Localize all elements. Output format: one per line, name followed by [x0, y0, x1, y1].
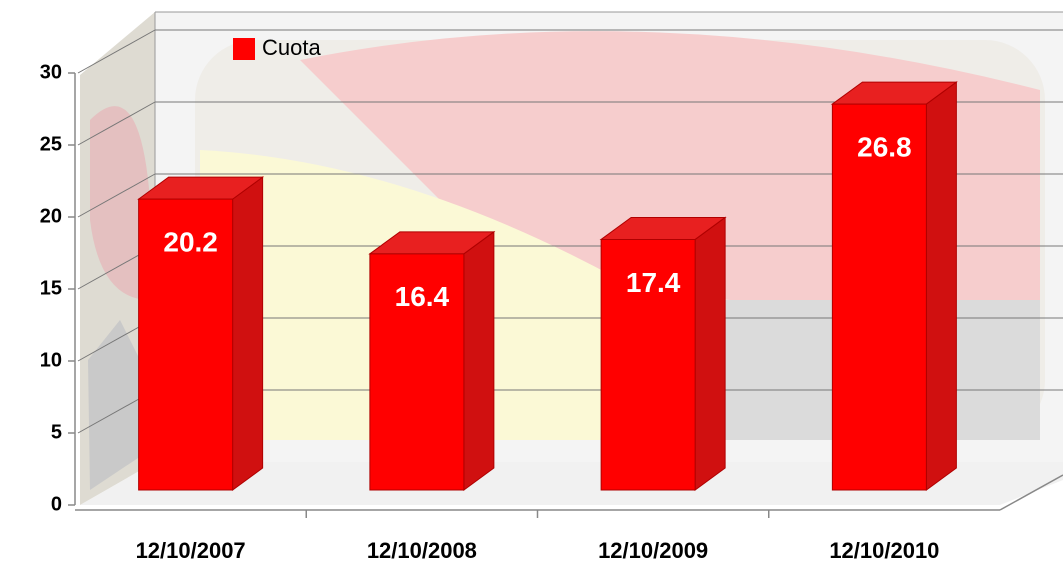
x-tick-label: 12/10/2008	[367, 538, 477, 563]
bar	[370, 232, 494, 490]
y-tick-label: 10	[40, 349, 62, 371]
bar	[601, 217, 725, 490]
y-tick-label: 0	[51, 493, 62, 515]
y-tick-label: 15	[40, 277, 62, 299]
x-tick-label: 12/10/2010	[829, 538, 939, 563]
legend-label: Cuota	[262, 35, 321, 60]
y-tick-label: 30	[40, 61, 62, 83]
x-tick-label: 12/10/2007	[136, 538, 246, 563]
data-label: 17.4	[626, 267, 681, 298]
bar-face	[464, 232, 494, 490]
legend-swatch	[233, 38, 255, 60]
data-label: 16.4	[395, 281, 450, 312]
y-tick-label: 20	[40, 205, 62, 227]
chart: Cuota 0 5 10 15 20 25 30 12/10/2007 12/10/2008 12…	[0, 0, 1063, 568]
y-tick-label: 5	[51, 421, 62, 443]
bar-face	[926, 82, 956, 490]
data-label: 26.8	[857, 131, 912, 162]
x-tick-label: 12/10/2009	[598, 538, 708, 563]
y-tick-label: 25	[40, 133, 62, 155]
bar	[139, 177, 263, 490]
bar-face	[233, 177, 263, 490]
data-label: 20.2	[163, 227, 218, 258]
bar-face	[695, 217, 725, 490]
